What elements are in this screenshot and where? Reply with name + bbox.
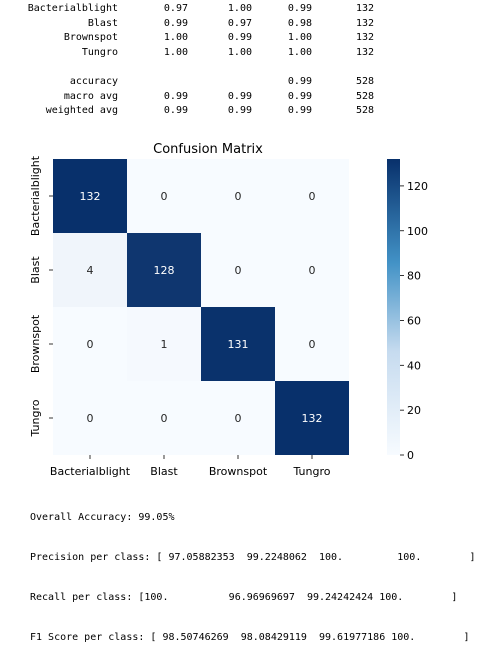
colorbar-tick-label: 120 [407, 180, 428, 193]
heatmap-cell-label: 4 [87, 264, 94, 277]
y-tick-label: Brownspot [29, 314, 42, 373]
overall-accuracy-text: Overall Accuracy: 99.05% [30, 511, 488, 525]
colorbar-tick-label: 100 [407, 225, 428, 238]
classification-report: Bacterialblight 0.97 1.00 0.99 132 Blast 0.99 0… [0, 0, 488, 125]
report-rows-1-recall: 0.97 [228, 17, 252, 30]
report-summary-1-precision: 0.99 [164, 90, 188, 103]
heatmap-cell-label: 0 [309, 190, 316, 203]
colorbar-tick-label: 0 [407, 449, 414, 462]
report-summary-0-f1: 0.99 [288, 75, 312, 88]
report-rows-3-recall: 1.00 [228, 46, 252, 59]
heatmap-cell-label: 132 [302, 412, 323, 425]
recall-per-class-text: Recall per class: [100. 96.96969697 99.2… [30, 591, 488, 605]
report-rows-1-label: Blast [88, 17, 118, 30]
report-rows-0-label: Bacterialblight [28, 2, 118, 15]
report-rows-1-support: 132 [356, 17, 374, 30]
heatmap-cell-label: 1 [161, 338, 168, 351]
heatmap-cell-label: 0 [309, 338, 316, 351]
report-rows-0-precision: 0.97 [164, 2, 188, 15]
heatmap-cell-label: 128 [154, 264, 175, 277]
report-rows-1-precision: 0.99 [164, 17, 188, 30]
heatmap-cell-label: 0 [161, 412, 168, 425]
heatmap-cell-label: 0 [309, 264, 316, 277]
colorbar [387, 159, 400, 455]
report-summary-0-support: 528 [356, 75, 374, 88]
report-rows-0-f1: 0.99 [288, 2, 312, 15]
report-summary-2-support: 528 [356, 104, 374, 117]
report-summary-2-precision: 0.99 [164, 104, 188, 117]
heatmap-cell-label: 132 [80, 190, 101, 203]
y-tick-label: Bacterialblight [29, 155, 42, 236]
report-rows-3-label: Tungro [82, 46, 118, 59]
report-rows-2-support: 132 [356, 31, 374, 44]
y-tick-label: Blast [29, 256, 42, 284]
heatmap-cell-label: 0 [235, 264, 242, 277]
x-tick-label: Bacterialblight [50, 465, 131, 478]
metrics-summary: Overall Accuracy: 99.05% Precision per c… [30, 485, 488, 658]
report-rows-1-f1: 0.98 [288, 17, 312, 30]
y-tick-label: Tungro [29, 399, 42, 437]
report-summary-1-label: macro avg [64, 90, 118, 103]
colorbar-tick-label: 20 [407, 404, 421, 417]
confusion-matrix-chart: Confusion Matrix 132 0 0 0 4 128 0 0 0 1 131 0 0 0 0 13… [0, 132, 488, 482]
report-summary-1-support: 528 [356, 90, 374, 103]
report-rows-2-f1: 1.00 [288, 31, 312, 44]
heatmap-cell-label: 0 [235, 412, 242, 425]
x-tick-label: Brownspot [209, 465, 268, 478]
report-rows-0-recall: 1.00 [228, 2, 252, 15]
report-summary-1-recall: 0.99 [228, 90, 252, 103]
report-summary-2-recall: 0.99 [228, 104, 252, 117]
x-tick-label: Tungro [293, 465, 331, 478]
report-rows-3-support: 132 [356, 46, 374, 59]
colorbar-tick-label: 60 [407, 314, 421, 327]
colorbar-tick-label: 40 [407, 359, 421, 372]
colorbar-tick-label: 80 [407, 270, 421, 283]
heatmap-cell-label: 0 [87, 412, 94, 425]
x-tick-label: Blast [150, 465, 178, 478]
precision-per-class-text: Precision per class: [ 97.05882353 99.22… [30, 551, 488, 565]
report-rows-2-label: Brownspot [64, 31, 118, 44]
heatmap-cell-label: 0 [87, 338, 94, 351]
report-rows-3-f1: 1.00 [288, 46, 312, 59]
report-rows-3-precision: 1.00 [164, 46, 188, 59]
report-rows-0-support: 132 [356, 2, 374, 15]
report-rows-2-precision: 1.00 [164, 31, 188, 44]
report-summary-1-f1: 0.99 [288, 90, 312, 103]
report-summary-0-label: accuracy [70, 75, 118, 88]
report-summary-2-f1: 0.99 [288, 104, 312, 117]
chart-title: Confusion Matrix [153, 142, 263, 157]
f1-per-class-text: F1 Score per class: [ 98.50746269 98.084… [30, 631, 488, 645]
heatmap-cell-label: 0 [235, 190, 242, 203]
heatmap-cell-label: 0 [161, 190, 168, 203]
report-summary-2-label: weighted avg [46, 104, 118, 117]
heatmap-cell-label: 131 [228, 338, 249, 351]
report-rows-2-recall: 0.99 [228, 31, 252, 44]
